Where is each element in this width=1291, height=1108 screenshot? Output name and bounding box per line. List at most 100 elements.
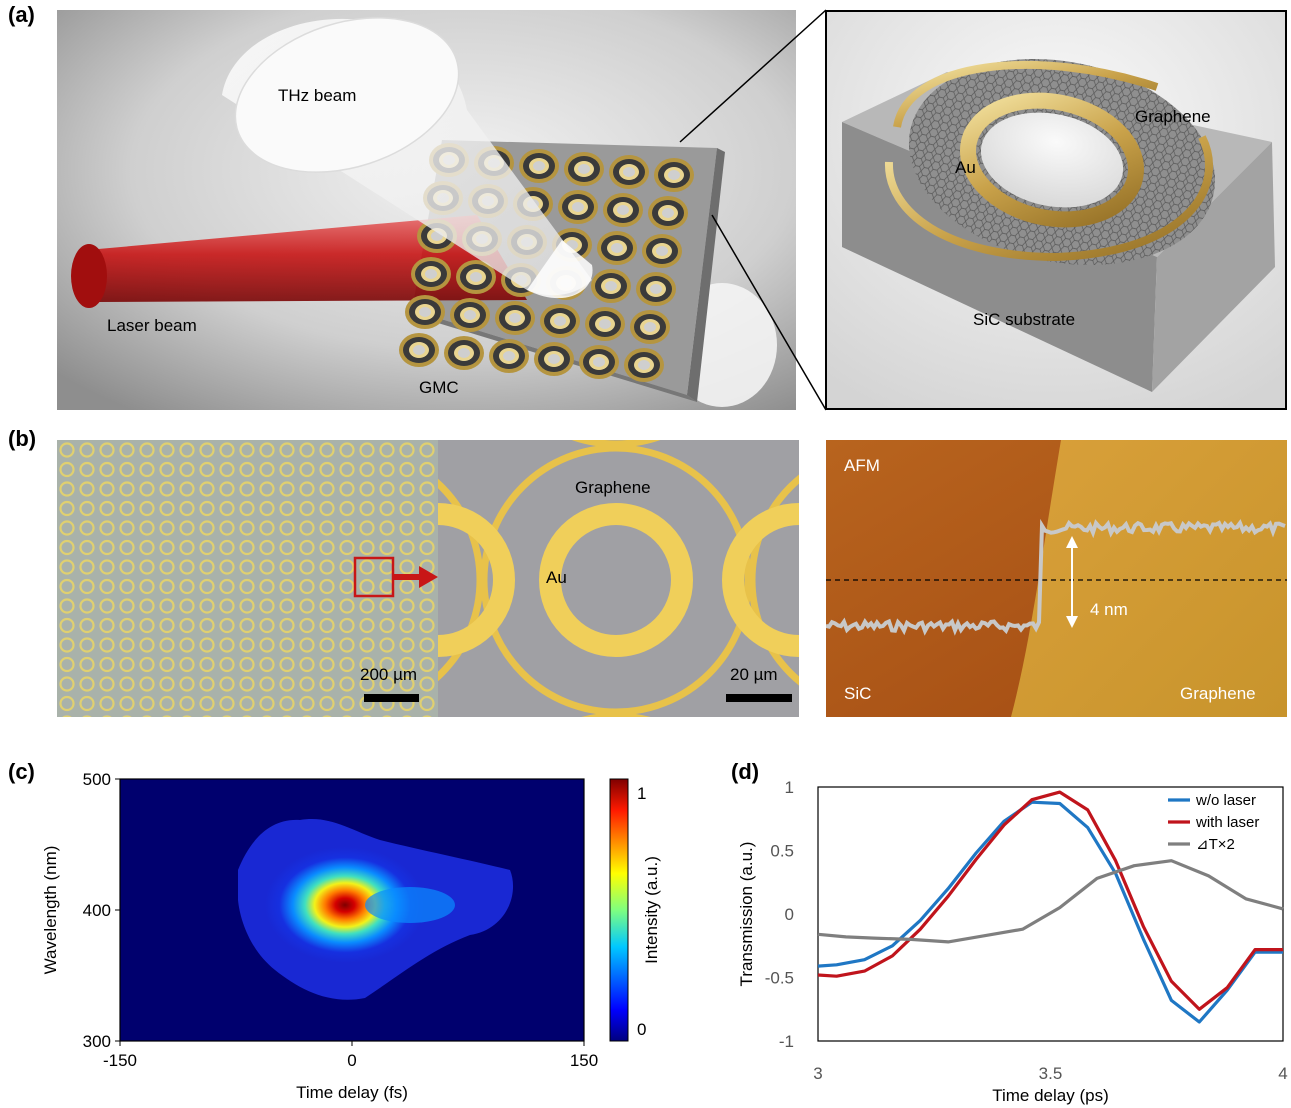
- micro-ring: [419, 637, 435, 653]
- micro-ring: [99, 637, 115, 653]
- x-tick-label: 4: [1278, 1064, 1287, 1083]
- micro-ring: [79, 695, 95, 712]
- micro-ring: [99, 539, 115, 556]
- micro-ring: [359, 442, 375, 458]
- micro-ring: [139, 442, 155, 458]
- micro-ring: [259, 617, 275, 634]
- micro-ring: [399, 656, 415, 673]
- micro-ring: [59, 461, 75, 478]
- micro-ring: [59, 578, 75, 595]
- micro-ring: [259, 656, 275, 673]
- micro-ring: [379, 637, 395, 653]
- micro-ring: [79, 637, 95, 653]
- micro-ring: [79, 598, 95, 614]
- micro-ring: [199, 578, 215, 595]
- micro-ring: [119, 520, 135, 536]
- micro-ring: [299, 442, 315, 458]
- y-tick-label: 1: [785, 778, 794, 797]
- micro-ring: [259, 539, 275, 556]
- micro-ring: [419, 617, 435, 634]
- micro-ring: [159, 695, 175, 712]
- micro-ring: [302, 715, 312, 717]
- micro-ring: [199, 500, 215, 517]
- afm-step-label: 4 nm: [1090, 600, 1128, 619]
- micro-ring: [339, 559, 355, 575]
- micro-ring: [219, 617, 235, 634]
- micro-ring: [179, 520, 195, 536]
- micro-ring: [139, 676, 155, 692]
- micro-ring: [99, 461, 115, 478]
- micro-ring: [179, 442, 195, 458]
- micro-ring: [59, 656, 75, 673]
- micro-ring: [359, 637, 375, 653]
- micro-ring: [279, 539, 295, 556]
- micro-ring: [199, 656, 215, 673]
- heatmap-x-tick: 0: [347, 1051, 356, 1070]
- micro-ring: [179, 559, 195, 575]
- micro-ring: [159, 676, 175, 692]
- micro-ring: [382, 715, 392, 717]
- micro-ring: [219, 656, 235, 673]
- micro-ring: [239, 461, 255, 478]
- series-line-0: [817, 800, 1283, 1024]
- micro-ring: [62, 715, 72, 717]
- micro-ring: [102, 715, 112, 717]
- legend-label-0: w/o laser: [1195, 792, 1256, 809]
- micro-ring: [182, 715, 192, 717]
- micro-ring: [179, 676, 195, 692]
- micro-ring: [82, 715, 92, 717]
- micro-ring: [219, 637, 235, 653]
- afm-height-profile: [826, 518, 1286, 636]
- micro-ring: [99, 695, 115, 712]
- micro-ring: [279, 637, 295, 653]
- micro-ring: [139, 695, 155, 712]
- micro-ring: [219, 461, 235, 478]
- colorbar: [609, 778, 629, 1042]
- heatmap-y-tick: 300: [83, 1032, 111, 1051]
- micro-ring: [119, 442, 135, 458]
- micro-ring: [59, 559, 75, 575]
- micro-ring: [399, 598, 415, 614]
- micro-ring: [79, 442, 95, 458]
- y-tick-label: 0: [785, 905, 794, 924]
- micro-ring: [319, 578, 335, 595]
- micro-ring: [299, 481, 315, 497]
- micro-ring: [339, 520, 355, 536]
- micro-ring: [99, 656, 115, 673]
- micro-ring: [339, 539, 355, 556]
- micro-ring: [239, 617, 255, 634]
- micro-ring: [119, 481, 135, 497]
- micro-ring: [239, 442, 255, 458]
- micro-ring: [379, 676, 395, 692]
- micro-ring: [339, 676, 355, 692]
- micro-ring: [339, 461, 355, 478]
- micro-ring: [359, 656, 375, 673]
- micro-ring: [359, 598, 375, 614]
- micro-ring: [199, 442, 215, 458]
- unit-cell-illustration: [827, 12, 1285, 408]
- micro-ring: [359, 500, 375, 517]
- micro-ring: [199, 520, 215, 536]
- micro-ring: [139, 500, 155, 517]
- transmission-chart: -1 -0.5 0 0.5 1 3 3.5 4 Time delay (ps) Transmiss…: [737, 778, 1288, 1105]
- micro-ring: [319, 481, 335, 497]
- micro-ring: [159, 500, 175, 517]
- micro-ring: [299, 617, 315, 634]
- micro-ring: [299, 461, 315, 478]
- micro-ring: [199, 676, 215, 692]
- micro-ring: [362, 715, 372, 717]
- micro-ring: [319, 617, 335, 634]
- micro-ring: [359, 676, 375, 692]
- y-tick-label: -1: [779, 1032, 794, 1051]
- micro-ring: [279, 598, 295, 614]
- inset-au-label: Au: [955, 158, 976, 177]
- micro-ring: [419, 500, 435, 517]
- micro-ring: [299, 637, 315, 653]
- micro-ring: [202, 715, 212, 717]
- micro-ring: [159, 481, 175, 497]
- micro-ring: [139, 520, 155, 536]
- micro-ring: [282, 715, 292, 717]
- micro-ring: [319, 442, 335, 458]
- micro-ring: [239, 637, 255, 653]
- micro-ring: [359, 539, 375, 556]
